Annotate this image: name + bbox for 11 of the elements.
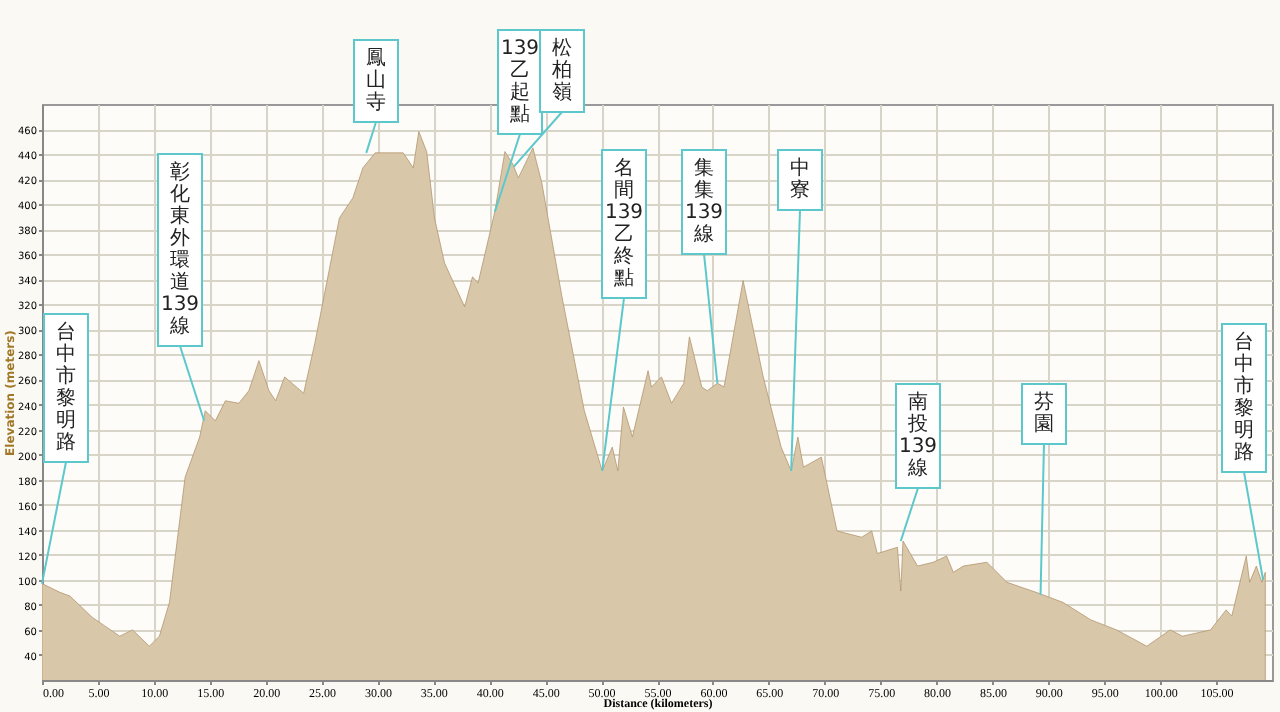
annotation: 中寮 — [790, 156, 810, 202]
annotation: 台中市黎明路 — [1234, 330, 1254, 464]
annotation: 南投139線 — [898, 390, 938, 480]
annotation: 彰化東外環道139線 — [160, 160, 200, 338]
annotation: 集集139線 — [684, 156, 724, 246]
annotation: 名間139乙終點 — [604, 156, 644, 290]
annotation: 139乙起點 — [500, 38, 540, 126]
annotation: 芬園 — [1034, 390, 1054, 436]
annotation: 鳳山寺 — [366, 48, 386, 114]
annotation: 台中市黎明路 — [56, 320, 76, 454]
annotation: 松柏嶺 — [550, 36, 572, 104]
